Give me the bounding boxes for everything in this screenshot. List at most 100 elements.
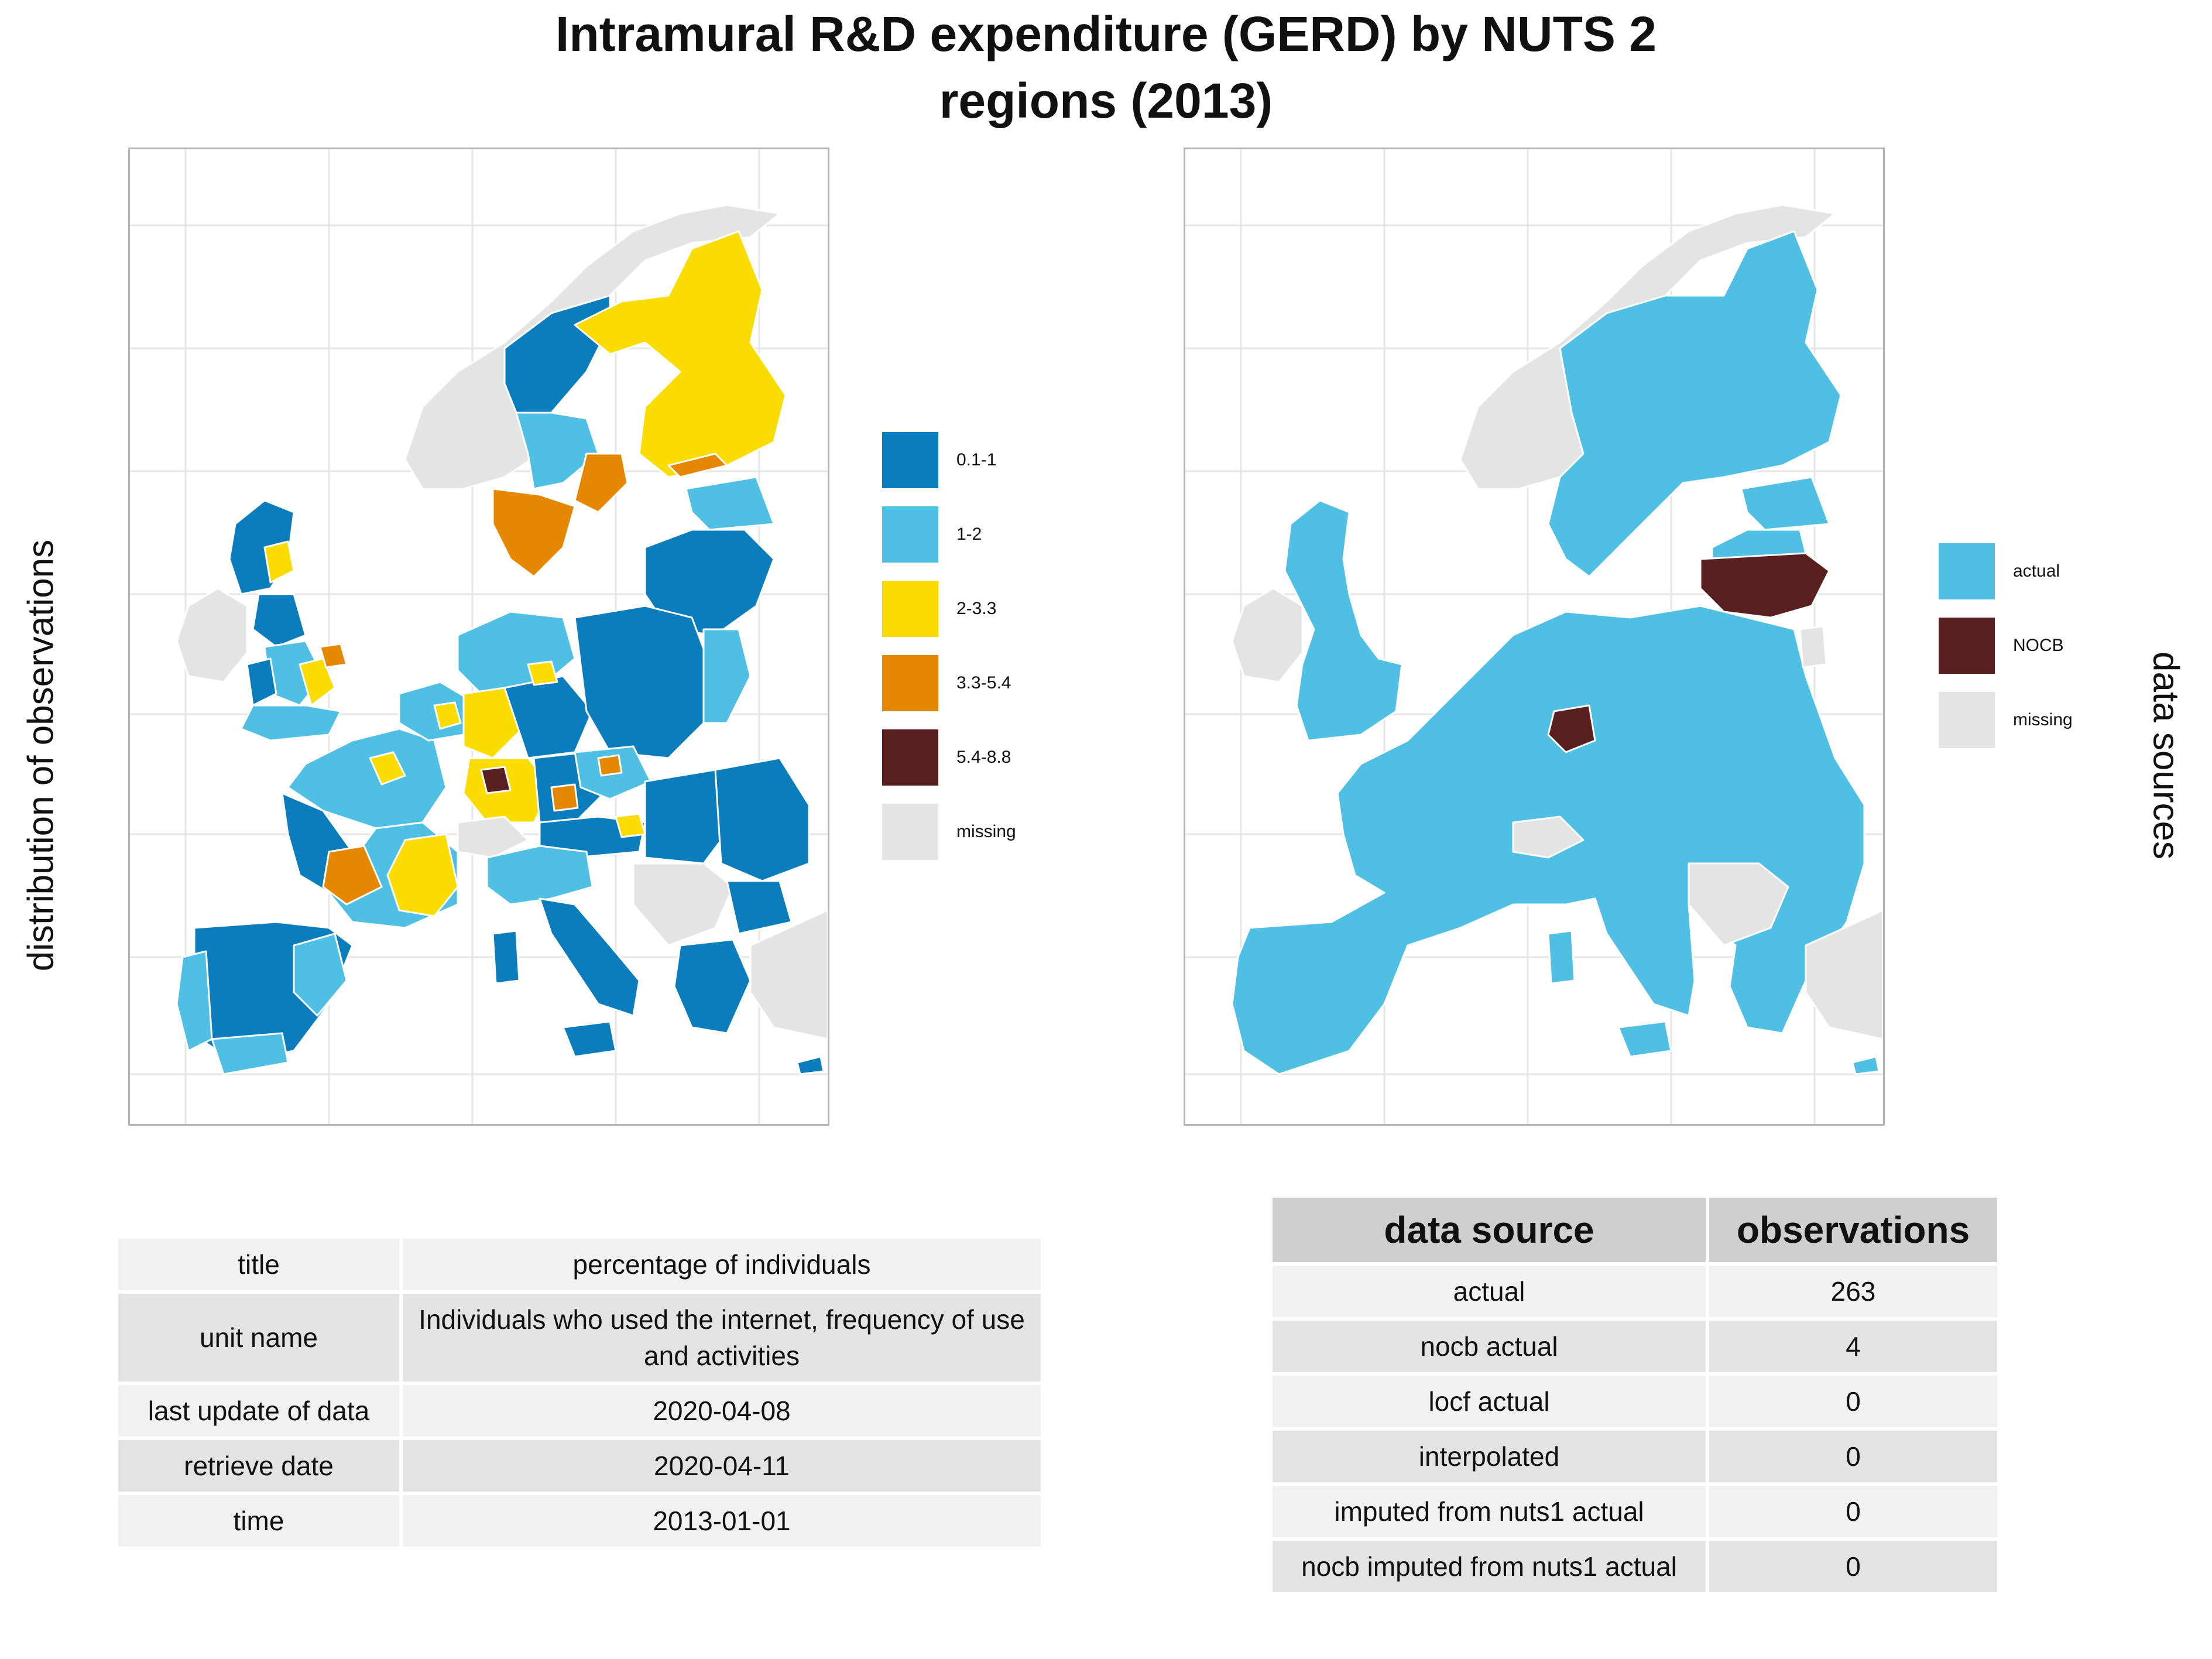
legend-label: NOCB	[2013, 636, 2064, 655]
legend-swatch	[882, 655, 938, 711]
region-nordics	[1547, 230, 1842, 578]
region-braunschweig	[527, 660, 558, 686]
legend-label: missing	[956, 822, 1016, 841]
legend-label: 3.3-5.4	[956, 673, 1011, 693]
legend-item: NOCB	[1939, 618, 2173, 674]
region-switzerland	[457, 815, 529, 859]
region-germany-central	[503, 675, 594, 759]
metadata-key: unit name	[115, 1290, 403, 1385]
table-row: last update of data 2020-04-08	[115, 1382, 1044, 1440]
table-row: actual 263	[1269, 1262, 2001, 1321]
data-source-name: nocb actual	[1269, 1317, 1709, 1376]
region-turkey	[749, 909, 828, 1040]
observation-count: 4	[1706, 1317, 2001, 1376]
data-source-table: data source observations actual 263 nocb a…	[1269, 1194, 2001, 1596]
metadata-key: title	[115, 1235, 403, 1294]
region-estonia	[1740, 476, 1830, 531]
region-wales	[246, 657, 277, 707]
region-germany-west	[462, 687, 523, 759]
legend-swatch	[882, 729, 938, 786]
table-row: nocb imputed from nuts1 actual 0	[1269, 1537, 2001, 1596]
region-romania	[714, 757, 810, 882]
legend-swatch	[882, 581, 938, 637]
legend-label: 0.1-1	[956, 450, 997, 469]
data-source-name: interpolated	[1269, 1427, 1709, 1486]
region-latvia	[1711, 529, 1807, 560]
table-row: locf actual 0	[1269, 1372, 2001, 1431]
region-ireland	[176, 587, 248, 683]
observation-count: 0	[1706, 1482, 2001, 1541]
distribution-map	[130, 149, 828, 1124]
region-england-south	[240, 704, 342, 742]
region-poland	[574, 605, 711, 759]
region-switzerland	[1512, 815, 1585, 859]
region-balkans	[1688, 862, 1789, 947]
region-bulgaria	[726, 880, 793, 935]
metadata-key: time	[115, 1492, 403, 1550]
region-france-north	[287, 728, 447, 829]
legend-label: missing	[2013, 710, 2073, 729]
region-scotland-east	[263, 540, 295, 584]
observation-count: 263	[1706, 1262, 2001, 1321]
legend-label: 5.4-8.8	[956, 748, 1011, 767]
table-row: interpolated 0	[1269, 1427, 2001, 1486]
region-rhone-alpes	[386, 833, 459, 917]
region-italy-centre-south	[539, 897, 640, 1017]
region-andalusia	[211, 1032, 289, 1075]
metadata-table: title percentage of individuals unit name I…	[115, 1235, 1044, 1550]
region-finland	[574, 230, 787, 478]
legend-item: 0.1-1	[882, 432, 1116, 488]
distribution-map-panel	[128, 148, 829, 1126]
region-cambridge	[319, 643, 348, 669]
legend-swatch	[1939, 543, 1995, 599]
region-italy-north	[486, 845, 594, 906]
metadata-key: retrieve date	[115, 1437, 403, 1495]
region-cyprus	[1851, 1055, 1880, 1075]
region-balkans	[632, 862, 734, 947]
data-sources-map	[1185, 149, 1883, 1124]
metadata-value: 2020-04-11	[399, 1437, 1044, 1495]
metadata-value: percentage of individuals	[399, 1235, 1044, 1294]
legend-item: 2-3.3	[882, 581, 1116, 637]
region-cyprus	[796, 1055, 825, 1075]
table-row: retrieve date 2020-04-11	[115, 1437, 1044, 1495]
observation-count: 0	[1706, 1372, 2001, 1431]
region-sweden-central	[515, 412, 599, 490]
observation-count: 0	[1706, 1427, 2001, 1486]
region-turkey	[1805, 909, 1883, 1040]
region-portugal	[176, 950, 213, 1052]
table-row: title percentage of individuals	[115, 1235, 1044, 1294]
map-title-line-1: Intramural R&D expenditure (GERD) by NUT…	[555, 6, 1657, 61]
legend-swatch	[1939, 618, 1995, 674]
data-source-name: imputed from nuts1 actual	[1269, 1482, 1709, 1541]
table-row: nocb actual 4	[1269, 1317, 2001, 1376]
region-stockholm	[574, 453, 629, 513]
metadata-value: 2013-01-01	[399, 1492, 1044, 1550]
legend-item: actual	[1939, 543, 2173, 599]
legend-swatch	[1939, 692, 1995, 748]
legend-item: 1-2	[882, 506, 1116, 563]
region-sweden-north	[503, 294, 611, 414]
left-map-label: distribution of observations	[20, 539, 61, 972]
region-uk	[1284, 499, 1403, 742]
region-sardinia	[1547, 930, 1576, 985]
region-midi-pyrenees	[322, 845, 383, 906]
region-latvia-lithuania	[644, 529, 775, 636]
legend-item: missing	[1939, 692, 2173, 748]
region-paris	[369, 751, 406, 786]
region-prague	[597, 754, 623, 777]
map-title-line-2: regions (2013)	[939, 73, 1273, 128]
region-munich	[550, 783, 579, 812]
region-spain-east	[293, 933, 348, 1017]
column-header-observations: observations	[1706, 1194, 2001, 1266]
column-header-data-source: data source	[1269, 1194, 1709, 1266]
table-row: unit name Individuals who used the intern…	[115, 1290, 1044, 1385]
metadata-key: last update of data	[115, 1382, 403, 1440]
region-england-east	[299, 657, 336, 707]
table-row: imputed from nuts1 actual 0	[1269, 1482, 2001, 1541]
region-eindhoven	[433, 701, 462, 730]
region-stuttgart	[480, 766, 512, 794]
region-greece	[673, 938, 752, 1034]
data-source-name: nocb imputed from nuts1 actual	[1269, 1537, 1709, 1596]
region-poland-east	[702, 628, 752, 724]
